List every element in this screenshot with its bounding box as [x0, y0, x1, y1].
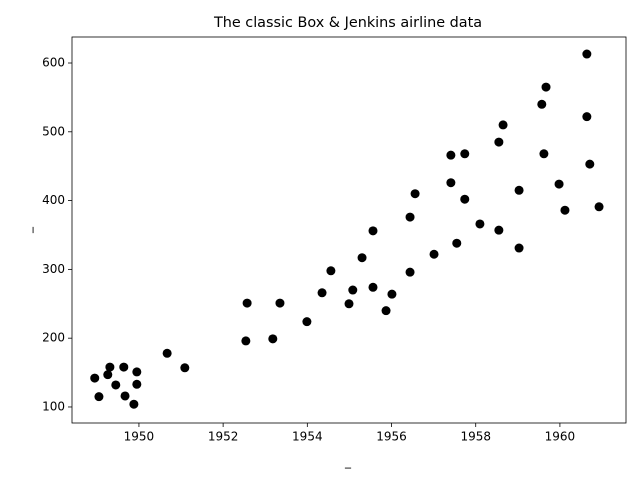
point [405, 212, 415, 222]
point [326, 266, 336, 276]
point [554, 179, 564, 189]
point [317, 288, 327, 298]
point [119, 362, 129, 372]
point [539, 149, 549, 159]
y-tick-label: 600 [42, 56, 65, 70]
x-tick-label: 1950 [124, 430, 155, 444]
x-tick-label: 1952 [208, 430, 239, 444]
point [162, 348, 172, 358]
point [132, 379, 142, 389]
point [405, 267, 415, 277]
point [268, 334, 278, 344]
point [381, 306, 391, 316]
point [344, 299, 354, 309]
point [105, 362, 115, 372]
point [94, 392, 104, 402]
point [387, 289, 397, 299]
point [242, 298, 252, 308]
point [429, 249, 439, 259]
y-tick-label: 100 [42, 399, 65, 413]
point [302, 317, 312, 327]
point [111, 380, 121, 390]
point [446, 178, 456, 188]
point [446, 150, 456, 160]
point [582, 49, 592, 59]
point [348, 285, 358, 295]
point [475, 219, 485, 229]
x-tick-label: 1956 [376, 430, 407, 444]
y-tick-label: 400 [42, 193, 65, 207]
point [541, 82, 551, 92]
point [537, 99, 547, 109]
point [560, 205, 570, 215]
point [103, 370, 113, 380]
plot-frame [71, 36, 627, 424]
point [368, 226, 378, 236]
point [132, 367, 142, 377]
x-axis-label: _ [344, 455, 352, 469]
point [594, 202, 604, 212]
point [514, 243, 524, 253]
point [460, 194, 470, 204]
point [494, 225, 504, 235]
point [241, 336, 251, 346]
point [357, 253, 367, 263]
x-tick-label: 1960 [545, 430, 576, 444]
point [120, 391, 130, 401]
x-tick-label: 1958 [460, 430, 491, 444]
x-tick-label: 1954 [292, 430, 323, 444]
point [368, 282, 378, 292]
point [585, 159, 595, 169]
y-tick-label: 500 [42, 124, 65, 138]
point [129, 399, 139, 409]
y-tick-label: 200 [42, 331, 65, 345]
point [452, 238, 462, 248]
point [514, 185, 524, 195]
y-axis-label: _ [20, 226, 34, 234]
point [494, 137, 504, 147]
point [90, 373, 100, 383]
point [275, 298, 285, 308]
point [410, 189, 420, 199]
point [460, 149, 470, 159]
y-tick-label: 300 [42, 262, 65, 276]
point [180, 363, 190, 373]
point [582, 112, 592, 122]
point [498, 120, 508, 130]
chart-title: The classic Box & Jenkins airline data [213, 15, 482, 31]
